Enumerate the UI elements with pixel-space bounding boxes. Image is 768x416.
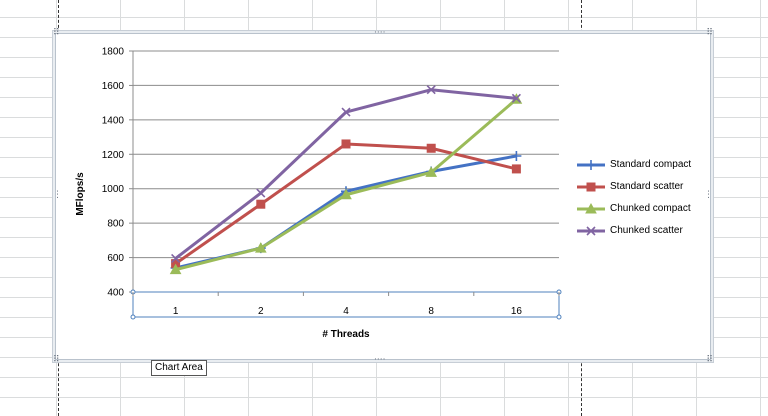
x-axis-title: # Threads bbox=[322, 329, 370, 340]
series-point bbox=[254, 242, 267, 253]
series-point bbox=[426, 143, 436, 153]
legend-item[interactable]: Standard scatter bbox=[576, 178, 710, 200]
resize-handle-bottom-right-icon[interactable]: ⠿ bbox=[706, 355, 713, 365]
legend-label: Standard scatter bbox=[610, 181, 684, 192]
legend-item[interactable]: Chunked scatter bbox=[576, 222, 710, 244]
series-point bbox=[169, 263, 182, 275]
series-line bbox=[175, 154, 517, 270]
x-tick-label: 8 bbox=[428, 306, 434, 317]
chart-legend[interactable]: Standard compact Standard scatter Chunked … bbox=[576, 156, 710, 244]
resize-handle-top-icon[interactable]: ···· bbox=[374, 28, 386, 38]
series-line bbox=[174, 142, 517, 265]
y-tick-label: 1600 bbox=[102, 81, 125, 92]
y-tick-label: 1400 bbox=[102, 115, 125, 126]
series-point bbox=[586, 226, 596, 236]
line-chart[interactable]: 400 600 800 1000 1200 1400 1600 1800 1 2 4 8 16 MFlo… bbox=[56, 34, 710, 359]
series-point bbox=[256, 188, 266, 198]
series-point bbox=[341, 107, 351, 117]
legend-label: Standard compact bbox=[610, 159, 692, 170]
series-point bbox=[426, 85, 436, 95]
chart-area[interactable]: ⠿ ···· ⠿ ⋮ ⋮ ⠿ ···· ⠿ 400 600 800 1000 1200 1… bbox=[53, 28, 713, 365]
legend-label: Chunked scatter bbox=[610, 225, 683, 236]
y-tick-label: 1800 bbox=[102, 47, 125, 58]
legend-swatch-icon bbox=[577, 160, 605, 170]
series-point bbox=[586, 182, 596, 192]
series-standard-scatter bbox=[171, 139, 521, 269]
resize-handle-top-right-icon[interactable]: ⠿ bbox=[706, 28, 713, 38]
series-point bbox=[585, 202, 597, 214]
resize-handle-right-icon[interactable]: ⋮ bbox=[704, 190, 713, 200]
series-point bbox=[425, 166, 438, 177]
x-tick-label: 2 bbox=[258, 306, 264, 317]
y-tick-label: 1200 bbox=[102, 150, 125, 161]
y-tick-label: 400 bbox=[107, 288, 124, 299]
series-point bbox=[511, 93, 521, 103]
resize-handle-bottom-icon[interactable]: ···· bbox=[374, 355, 386, 365]
resize-handle-bottom-left-icon[interactable]: ⠿ bbox=[53, 355, 60, 365]
legend-label: Chunked compact bbox=[610, 203, 691, 214]
series-point bbox=[511, 164, 521, 174]
x-tick-label: 16 bbox=[511, 306, 523, 317]
series-point bbox=[586, 160, 596, 170]
resize-handle-left-icon[interactable]: ⋮ bbox=[53, 190, 62, 200]
series-point bbox=[171, 253, 181, 263]
series-chunked-scatter bbox=[171, 85, 521, 263]
y-tick-label: 1000 bbox=[102, 184, 125, 195]
series-point bbox=[256, 199, 266, 209]
axis-selection-handle bbox=[130, 314, 136, 320]
legend-swatch-icon bbox=[577, 226, 605, 236]
series-line bbox=[174, 88, 517, 260]
legend-swatch-icon bbox=[577, 202, 605, 214]
resize-handle-top-left-icon[interactable]: ⠿ bbox=[53, 28, 60, 38]
series-standard-compact bbox=[170, 151, 522, 273]
series-chunked-compact bbox=[169, 93, 523, 275]
y-axis-title: MFlops/s bbox=[75, 172, 86, 216]
legend-item[interactable]: Chunked compact bbox=[576, 200, 710, 222]
y-tick-label: 600 bbox=[107, 253, 124, 264]
chart-area-tooltip: Chart Area bbox=[151, 360, 207, 376]
x-tick-label: 1 bbox=[173, 306, 179, 317]
legend-item[interactable]: Standard compact bbox=[576, 156, 710, 178]
axis-selection-handle bbox=[556, 314, 562, 320]
y-tick-label: 800 bbox=[107, 219, 124, 230]
x-tick-label: 4 bbox=[343, 306, 349, 317]
series-point bbox=[511, 151, 522, 162]
series-line bbox=[175, 98, 518, 272]
legend-swatch-icon bbox=[577, 182, 605, 192]
series-point bbox=[341, 139, 351, 149]
series-point bbox=[340, 188, 352, 200]
